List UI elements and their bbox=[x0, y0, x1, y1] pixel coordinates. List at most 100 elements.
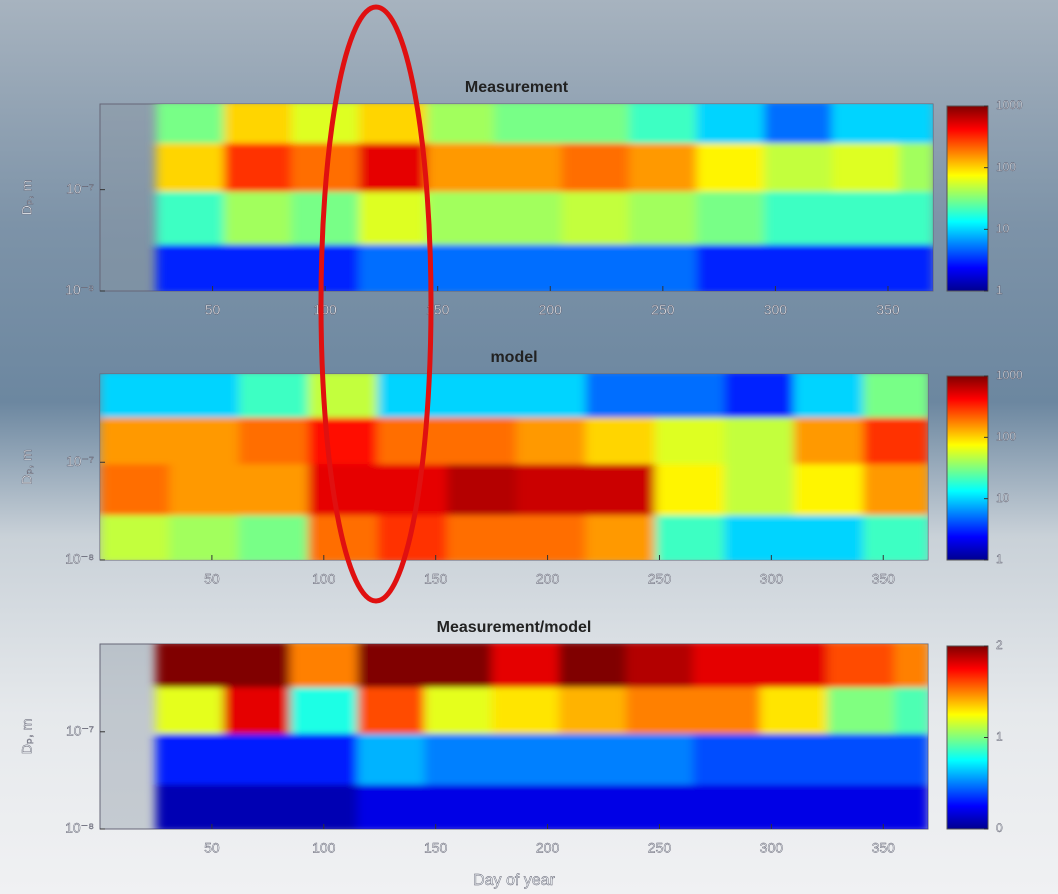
heatmap-cell bbox=[308, 414, 378, 465]
colorbar bbox=[947, 376, 988, 560]
heatmap-cell bbox=[629, 139, 698, 191]
heatmap-cell bbox=[863, 414, 929, 465]
y-tick-label: 10⁻⁸ bbox=[65, 551, 94, 567]
heatmap-cell bbox=[629, 188, 698, 245]
x-tick-label: 200 bbox=[536, 840, 560, 856]
x-tick-label: 350 bbox=[872, 840, 896, 856]
heatmap-cell bbox=[626, 642, 694, 687]
heatmap-cell bbox=[357, 730, 425, 785]
heatmap-cell bbox=[586, 414, 656, 465]
y-tick-label: 10⁻⁷ bbox=[66, 722, 94, 738]
heatmap-cell bbox=[169, 372, 239, 418]
heatmap-cell bbox=[169, 460, 239, 515]
heatmap-cell bbox=[494, 241, 563, 293]
x-tick-label: 250 bbox=[648, 571, 672, 587]
heatmap-cell bbox=[894, 781, 929, 831]
x-tick-label: 50 bbox=[204, 840, 220, 856]
heatmap-cell bbox=[424, 642, 492, 687]
heatmap-cell bbox=[794, 460, 864, 515]
heatmap bbox=[100, 372, 929, 562]
heatmap-cell bbox=[291, 241, 360, 293]
heatmap-cell bbox=[655, 372, 725, 418]
heatmap-cells bbox=[156, 102, 934, 293]
heatmap-cell bbox=[223, 683, 291, 733]
x-tick-label: 300 bbox=[760, 840, 784, 856]
x-tick-label: 250 bbox=[651, 302, 675, 318]
heatmap-cell bbox=[100, 511, 170, 562]
x-tick-label: 350 bbox=[876, 302, 900, 318]
heatmap-cell bbox=[516, 414, 586, 465]
heatmap-cell bbox=[626, 730, 694, 785]
heatmap-cell bbox=[697, 241, 766, 293]
heatmap-cell bbox=[827, 683, 895, 733]
panel-title: Measurement bbox=[465, 79, 569, 96]
heatmap-cell bbox=[516, 372, 586, 418]
heatmap-cell bbox=[586, 460, 656, 515]
heatmap-cell bbox=[357, 781, 425, 831]
heatmap-cell bbox=[156, 188, 225, 245]
heatmap-cell bbox=[447, 372, 517, 418]
heatmap-cell bbox=[100, 372, 170, 418]
heatmap-cell bbox=[156, 241, 225, 293]
heatmap-cell bbox=[156, 683, 224, 733]
heatmap-cell bbox=[156, 730, 224, 785]
heatmap-cell bbox=[224, 139, 293, 191]
colorbar-tick-label: 1 bbox=[996, 283, 1003, 297]
heatmap-cell bbox=[697, 102, 766, 143]
panel-title: Measurement/model bbox=[437, 619, 592, 636]
heatmap-cell bbox=[693, 683, 761, 733]
heatmap-cell bbox=[224, 241, 293, 293]
y-tick-label: 10⁻⁷ bbox=[66, 180, 94, 196]
colorbar-tick-label: 2 bbox=[996, 638, 1003, 652]
heatmap-cell bbox=[239, 414, 309, 465]
heatmap-cell bbox=[239, 372, 309, 418]
heatmap-cell bbox=[291, 102, 360, 143]
heatmap-cell bbox=[863, 460, 929, 515]
heatmap-cell bbox=[724, 460, 794, 515]
heatmap-cells bbox=[100, 372, 929, 562]
heatmap-cell bbox=[156, 102, 225, 143]
y-axis-label: Dₚ, m bbox=[19, 449, 35, 485]
heatmap-cell bbox=[290, 683, 358, 733]
heatmap-cell bbox=[760, 781, 828, 831]
heatmap-cell bbox=[516, 511, 586, 562]
x-tick-label: 100 bbox=[312, 571, 336, 587]
heatmap-cell bbox=[156, 642, 224, 687]
heatmap bbox=[156, 102, 934, 293]
heatmap-cell bbox=[359, 188, 428, 245]
heatmap-cell bbox=[447, 511, 517, 562]
heatmap-cell bbox=[169, 414, 239, 465]
colorbar-tick-label: 10 bbox=[996, 491, 1010, 505]
colorbar-tick-label: 100 bbox=[996, 430, 1016, 444]
heatmap-cell bbox=[308, 372, 378, 418]
heatmap-cell bbox=[899, 188, 934, 245]
heatmap-cell bbox=[655, 511, 725, 562]
x-axis-label: Day of year bbox=[473, 872, 555, 889]
heatmap-cell bbox=[223, 730, 291, 785]
x-tick-label: 350 bbox=[872, 571, 896, 587]
heatmap-cell bbox=[764, 139, 833, 191]
x-tick-label: 250 bbox=[648, 840, 672, 856]
heatmap-cell bbox=[492, 781, 560, 831]
heatmap-cell bbox=[626, 683, 694, 733]
heatmap-cell bbox=[760, 683, 828, 733]
y-tick-label: 10⁻⁷ bbox=[66, 453, 94, 469]
heatmap-cell bbox=[447, 414, 517, 465]
heatmap-cell bbox=[764, 102, 833, 143]
chart: Measurement5010015020025030035010⁻⁸10⁻⁷D… bbox=[0, 0, 1058, 894]
heatmap-cell bbox=[894, 683, 929, 733]
heatmap-cell bbox=[494, 102, 563, 143]
heatmap-cell bbox=[562, 102, 631, 143]
heatmap-cell bbox=[494, 139, 563, 191]
heatmap-cell bbox=[492, 730, 560, 785]
heatmap-cell bbox=[492, 683, 560, 733]
heatmap-cell bbox=[629, 241, 698, 293]
heatmap-cell bbox=[832, 241, 901, 293]
x-tick-label: 100 bbox=[312, 840, 336, 856]
y-tick-label: 10⁻⁸ bbox=[65, 820, 94, 836]
heatmap-cell bbox=[359, 241, 428, 293]
heatmap-cell bbox=[224, 188, 293, 245]
heatmap-cell bbox=[724, 414, 794, 465]
heatmap-cell bbox=[424, 781, 492, 831]
